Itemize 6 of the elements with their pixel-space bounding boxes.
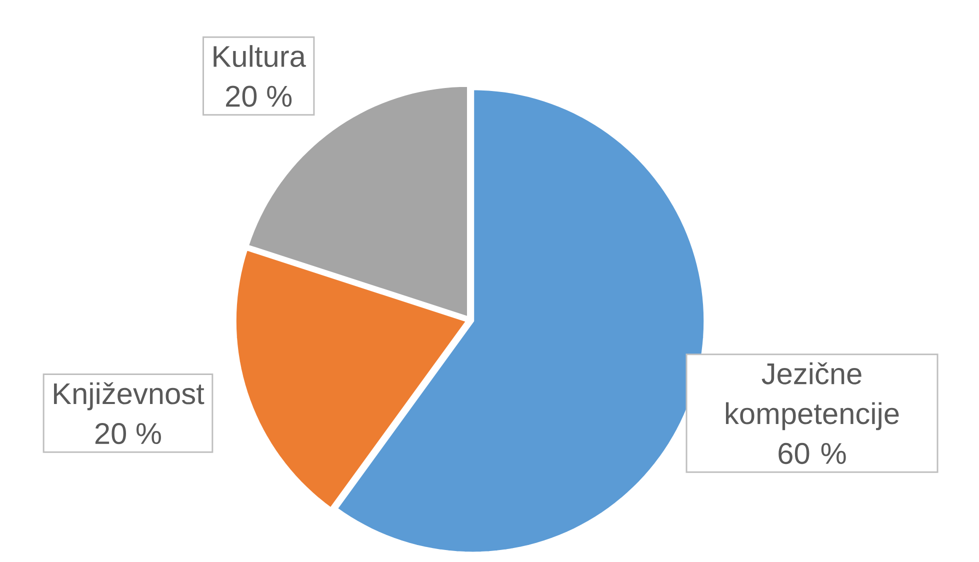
data-label: 20 %: [226, 86, 292, 107]
data-label: 20 %: [95, 422, 161, 444]
slice-label: Književnost: [54, 382, 204, 410]
slice-label: Kultura: [214, 45, 306, 68]
slice-label: Jezične kompetencije: [726, 362, 899, 430]
data-label: 60 %: [778, 442, 846, 464]
